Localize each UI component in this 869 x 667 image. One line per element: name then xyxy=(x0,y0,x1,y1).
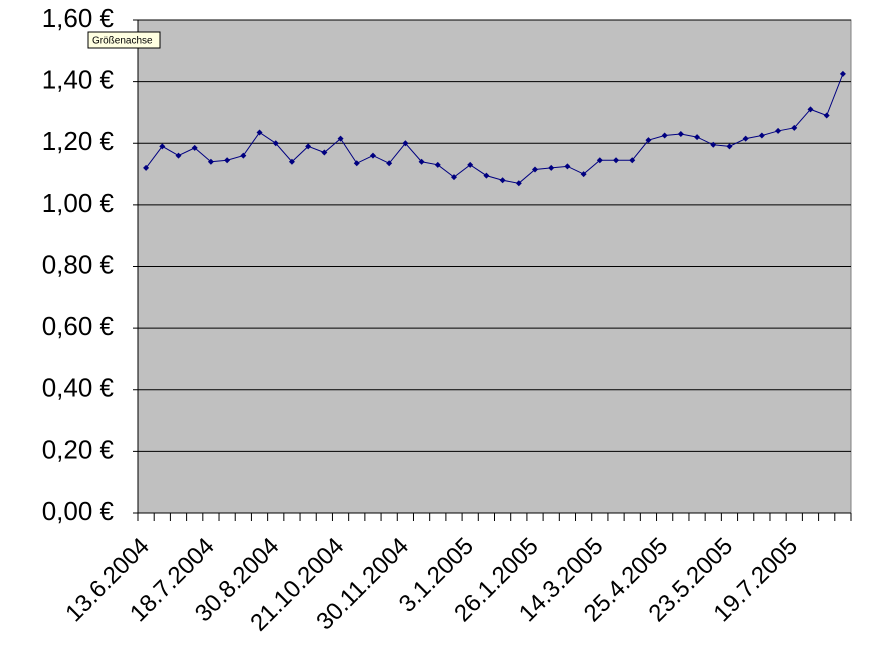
data-point xyxy=(596,157,603,164)
data-point xyxy=(159,143,166,150)
y-tick-label: 0,80 € xyxy=(42,249,115,279)
data-point xyxy=(580,171,587,178)
y-tick-label: 1,20 € xyxy=(42,126,115,156)
data-point xyxy=(791,124,798,131)
y-tick-label: 0,20 € xyxy=(42,434,115,464)
data-point xyxy=(467,161,474,168)
data-point xyxy=(288,158,295,165)
data-point xyxy=(839,70,846,77)
data-point xyxy=(807,106,814,113)
data-point xyxy=(353,160,360,167)
data-point xyxy=(823,112,830,119)
data-point xyxy=(775,127,782,134)
tooltip-box xyxy=(87,31,161,49)
y-tick-label: 0,40 € xyxy=(42,373,115,403)
y-tick-label: 1,00 € xyxy=(42,188,115,218)
data-point xyxy=(499,177,506,184)
data-point xyxy=(175,152,182,159)
data-point xyxy=(143,164,150,171)
data-point xyxy=(532,166,539,173)
data-point xyxy=(207,158,214,165)
y-tick-label: 1,60 € xyxy=(42,3,115,33)
tooltip: Größenachse xyxy=(92,36,153,47)
data-point xyxy=(710,141,717,148)
data-point xyxy=(758,132,765,139)
data-point xyxy=(418,158,425,165)
data-point xyxy=(726,143,733,150)
data-point xyxy=(272,140,279,147)
data-point xyxy=(386,160,393,167)
data-point xyxy=(256,129,263,136)
data-point xyxy=(434,161,441,168)
data-point xyxy=(694,134,701,141)
data-point xyxy=(337,135,344,142)
y-tick-label: 1,40 € xyxy=(42,65,115,95)
data-point xyxy=(402,140,409,147)
data-point xyxy=(515,180,522,187)
data-point xyxy=(677,131,684,138)
data-point xyxy=(613,157,620,164)
y-tick-label: 0,60 € xyxy=(42,311,115,341)
data-point xyxy=(661,132,668,139)
data-point xyxy=(369,152,376,159)
data-point xyxy=(564,163,571,170)
data-point xyxy=(450,174,457,181)
data-point xyxy=(321,149,328,156)
y-tick-label: 0,00 € xyxy=(42,496,115,526)
data-point xyxy=(240,152,247,159)
data-point xyxy=(629,157,636,164)
data-point xyxy=(742,135,749,142)
data-point xyxy=(305,143,312,150)
data-point xyxy=(224,157,231,164)
data-point xyxy=(548,164,555,171)
data-point xyxy=(645,137,652,144)
data-point xyxy=(483,172,490,179)
data-point xyxy=(191,144,198,151)
